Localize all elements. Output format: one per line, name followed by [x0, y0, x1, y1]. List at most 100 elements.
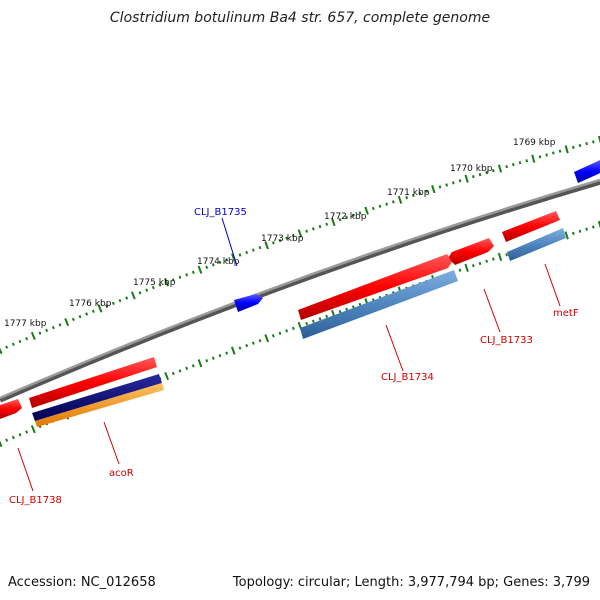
- scale-labels: 1769 kbp 1770 kbp 1771 kbp 1772 kbp 1773…: [4, 138, 556, 329]
- gene-label-acor[interactable]: acoR: [109, 468, 134, 479]
- scale-tick: [464, 174, 469, 183]
- scale-tick: [331, 217, 336, 227]
- gene-arrow-clj-b1734[interactable]: [298, 254, 452, 320]
- gene-label-clj-b1734[interactable]: CLJ_B1734: [381, 372, 434, 383]
- scale-label: 1771 kbp: [387, 188, 430, 198]
- scale-tick: [0, 347, 3, 355]
- scale-tick: [497, 252, 503, 262]
- gene-arrow-clj-b1735[interactable]: [234, 294, 263, 312]
- scale-tick: [197, 265, 203, 274]
- scale-label: 1777 kbp: [4, 319, 47, 329]
- genome-backbone: [0, 178, 600, 403]
- scale-tick: [178, 369, 182, 373]
- scale-tick: [164, 371, 170, 381]
- gene-bar-acor-navy[interactable]: [32, 374, 162, 421]
- scale-tick: [445, 183, 449, 187]
- scale-tick: [251, 248, 255, 252]
- scale-tick: [258, 339, 262, 343]
- scale-tick: [105, 304, 109, 308]
- scale-tick: [218, 353, 222, 358]
- scale-tick: [25, 337, 29, 341]
- scale-tick: [211, 356, 215, 360]
- scale-tick: [118, 298, 122, 303]
- scale-tick: [345, 215, 349, 220]
- scale-tick: [111, 301, 115, 305]
- scale-tick: [511, 163, 515, 167]
- scale-tick: [485, 259, 489, 263]
- gene-arrow-blue[interactable]: [574, 160, 600, 183]
- scale-tick: [545, 153, 549, 157]
- scale-tick: [451, 181, 455, 185]
- scale-tick: [338, 218, 342, 222]
- scale-tick: [230, 346, 236, 355]
- scale-tick: [171, 278, 175, 282]
- scale-tick: [538, 155, 542, 159]
- scale-tick: [578, 229, 582, 233]
- scale-tick: [325, 314, 329, 319]
- scale-tick: [271, 241, 275, 245]
- scale-tick: [585, 227, 589, 231]
- scale-tick: [318, 317, 322, 321]
- scale-tick: [258, 246, 262, 250]
- gene-arrow-acor[interactable]: [29, 357, 157, 408]
- scale-tick: [185, 366, 189, 370]
- scale-tick: [345, 307, 349, 311]
- gene-bar-metf[interactable]: [507, 228, 566, 261]
- scale-tick: [585, 142, 588, 146]
- scale-tick: [491, 257, 495, 261]
- scale-tick: [431, 184, 436, 194]
- gene-label-metf[interactable]: metF: [553, 308, 579, 319]
- scale-label: 1770 kbp: [450, 164, 493, 174]
- accession-label: Accession: NC_012658: [8, 575, 156, 590]
- scale-tick: [5, 438, 9, 442]
- scale-tick: [411, 193, 415, 198]
- scale-tick: [211, 263, 215, 267]
- scale-label: 1776 kbp: [69, 299, 112, 309]
- scale-tick: [485, 171, 489, 175]
- scale-tick: [18, 433, 22, 437]
- gene-arrow-clj-b1733[interactable]: [448, 238, 494, 265]
- scale-tick: [197, 359, 203, 368]
- scale-tick: [171, 371, 175, 376]
- gene-label-clj-b1738[interactable]: CLJ_B1738: [9, 495, 62, 506]
- scale-tick: [218, 260, 222, 264]
- scale-tick: [271, 334, 275, 338]
- scale-tick: [385, 202, 389, 206]
- scale-tick: [285, 236, 289, 240]
- scale-tick: [458, 268, 462, 272]
- scale-tick: [597, 135, 600, 144]
- scale-tick: [245, 250, 249, 255]
- scale-tick: [151, 285, 155, 290]
- gene-label-clj-b1735[interactable]: CLJ_B1735: [194, 207, 247, 218]
- scale-tick: [18, 339, 22, 344]
- gene-labels: CLJ_B1735 CLJ_B1734 CLJ_B1733 metF acoR …: [9, 207, 579, 506]
- scale-tick: [597, 220, 600, 229]
- scale-tick: [364, 206, 369, 215]
- scale-tick: [285, 329, 289, 333]
- scale-label: 1775 kbp: [133, 278, 176, 288]
- scale-tick: [238, 253, 242, 257]
- gene-arrow-metf[interactable]: [502, 211, 560, 242]
- scale-tick: [85, 312, 89, 316]
- scale-tick: [318, 224, 322, 229]
- gene-bar-clj-b1734[interactable]: [300, 270, 458, 339]
- gene-arrow-clj-b1738[interactable]: [0, 399, 22, 419]
- gene-bar-acor-orange[interactable]: [35, 383, 164, 427]
- scale-tick: [358, 211, 362, 215]
- scale-tick: [291, 234, 295, 238]
- scale-tick: [30, 331, 36, 340]
- scale-tick: [64, 318, 70, 327]
- scale-tick: [138, 291, 142, 295]
- scale-tick: [471, 175, 475, 179]
- scale-tick: [297, 229, 303, 238]
- scale-tick: [164, 278, 170, 287]
- scale-tick: [238, 346, 242, 350]
- scale-tick: [458, 179, 462, 183]
- scale-tick: [311, 319, 315, 323]
- scale-tick: [391, 200, 395, 204]
- scale-tick: [478, 261, 482, 266]
- gene-label-clj-b1733[interactable]: CLJ_B1733: [480, 335, 533, 346]
- scale-tick: [78, 315, 82, 319]
- scale-tick: [518, 161, 522, 165]
